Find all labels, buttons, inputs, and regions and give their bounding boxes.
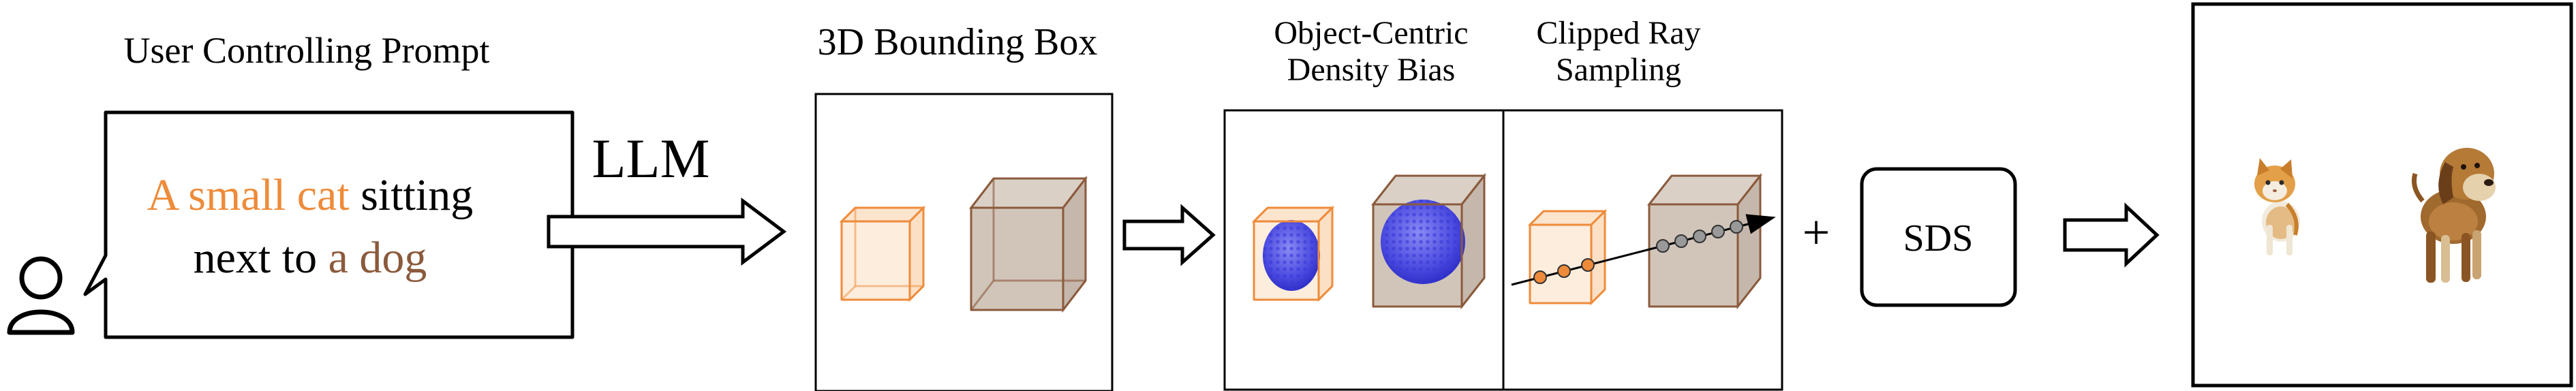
cat-sample-point <box>1557 264 1571 278</box>
density-title-line2: Density Bias <box>1287 52 1456 88</box>
cat-sample-point <box>1533 270 1547 284</box>
prompt-text-line2: next to a dog <box>194 233 427 283</box>
dog-sample-point <box>1711 225 1725 238</box>
dog-ray-box <box>1646 172 1763 310</box>
cat-ray-box <box>1527 208 1608 306</box>
result-panel <box>2191 2 2573 388</box>
prompt-sitting-word: sitting <box>350 170 474 220</box>
cat-bounding-box <box>839 205 926 302</box>
arrow-right-icon <box>547 198 787 266</box>
dog-sample-point <box>1730 220 1743 234</box>
dog-sample-point <box>1674 234 1688 248</box>
cat-sample-point <box>1581 258 1595 272</box>
ray-sample-points <box>1533 220 1743 284</box>
user-icon <box>7 256 75 335</box>
prompt-cat-phrase: A small cat <box>147 170 350 220</box>
dog-sample-point <box>1656 239 1670 253</box>
sds-label: SDS <box>1903 217 1974 260</box>
bbox-section-title: 3D Bounding Box <box>818 21 1098 63</box>
llm-label: LLM <box>592 127 709 189</box>
density-title-line1: Object-Centric <box>1274 15 1468 51</box>
ray-title-line2: Sampling <box>1556 52 1681 88</box>
prompt-dog-phrase: a dog <box>328 233 427 283</box>
arrow-right-icon <box>1122 204 1216 266</box>
dog-bounding-box <box>968 175 1088 313</box>
dog-density-box <box>1370 172 1487 310</box>
prompt-next-to: next to <box>194 233 328 283</box>
prompt-text-line1: A small cat sitting <box>147 170 473 220</box>
dog-sample-point <box>1693 230 1706 243</box>
sampling-ray <box>1511 214 1776 286</box>
prompt-section-title: User Controlling Prompt <box>124 30 490 71</box>
speech-bubble <box>83 110 574 339</box>
ray-title-line1: Clipped Ray <box>1536 15 1700 51</box>
plus-symbol: + <box>1803 205 1830 260</box>
sds-box <box>1860 167 2017 307</box>
cat-density-box <box>1251 205 1335 302</box>
dog-render <box>2411 148 2496 283</box>
cat-render <box>2254 158 2300 255</box>
arrow-right-icon <box>2063 202 2160 268</box>
